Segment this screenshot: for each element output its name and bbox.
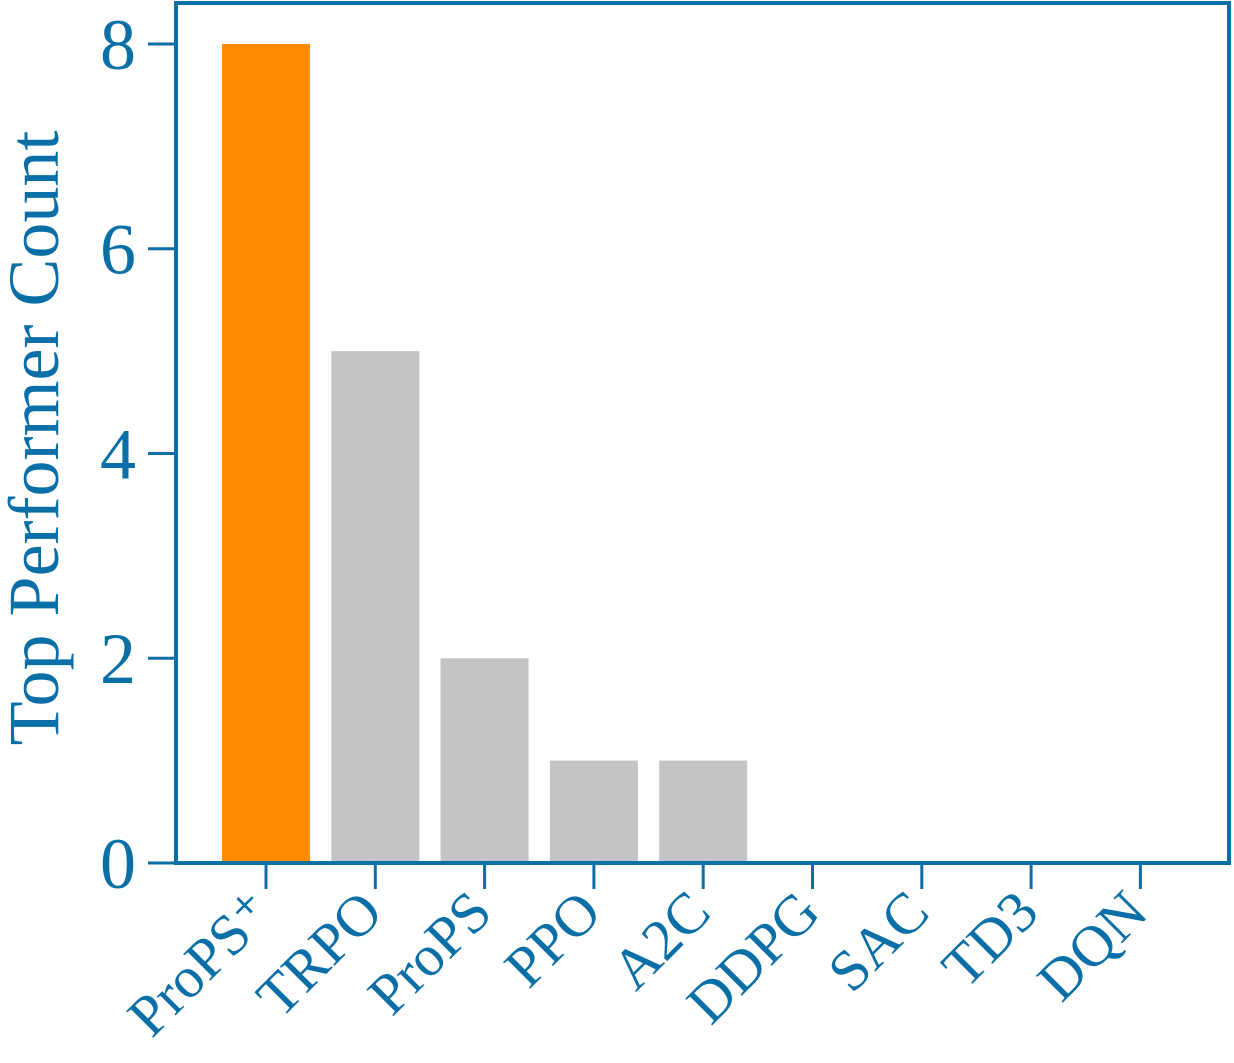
bar-ppo — [549, 760, 638, 863]
y-tick-label: 8 — [100, 5, 136, 85]
y-tick-label: 2 — [100, 619, 136, 699]
x-tick-label: SAC — [815, 878, 941, 1004]
bar-props — [440, 658, 529, 863]
y-tick-label: 4 — [100, 414, 136, 494]
bar-trpo — [331, 351, 420, 863]
y-tick-label: 0 — [100, 824, 136, 904]
bar-props — [222, 43, 310, 863]
x-tick-label: ProPS⁺ — [115, 878, 285, 1048]
y-axis-label: Top Performer Count — [0, 131, 74, 746]
bars-group — [222, 43, 748, 863]
y-ticks-group: 0 2 4 6 8 — [100, 5, 176, 904]
x-tick-label: TD3 — [929, 878, 1050, 999]
x-tick-label: TRPO — [244, 878, 395, 1029]
x-tick-label: PPO — [492, 878, 613, 999]
x-tick-label: ProPS — [355, 878, 504, 1027]
y-tick-label: 6 — [100, 210, 136, 290]
bar-a2c — [659, 760, 748, 863]
x-tick-label: DQN — [1025, 878, 1160, 1013]
